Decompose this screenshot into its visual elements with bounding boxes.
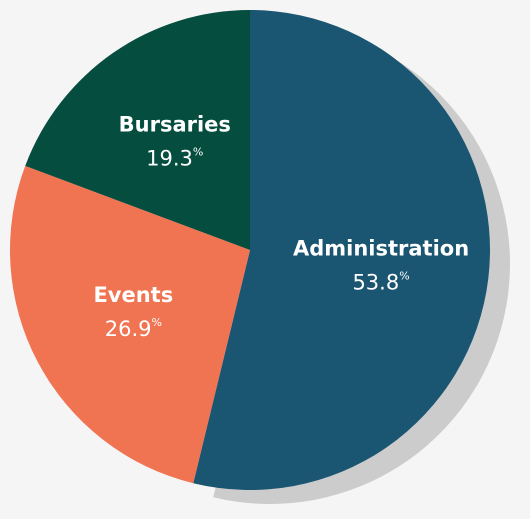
value-unit: %	[193, 146, 203, 159]
slice-layer	[9, 10, 490, 490]
slice-value: 26.9%	[105, 316, 162, 341]
slice-value: 19.3%	[146, 146, 203, 171]
value-number: 53.8	[352, 271, 399, 295]
slice-value: 53.8%	[352, 270, 409, 295]
value-number: 26.9	[105, 317, 152, 341]
slice	[193, 10, 490, 490]
label-layer: Administration 53.8% Events 26.9% Bursaries 1…	[93, 113, 469, 341]
value-unit: %	[399, 270, 409, 283]
value-number: 19.3	[146, 147, 193, 171]
slice	[25, 10, 250, 250]
value-unit: %	[151, 316, 161, 329]
slice-name: Administration	[293, 237, 469, 261]
slice-name: Events	[93, 283, 173, 307]
slice	[9, 165, 250, 484]
slice-name: Bursaries	[119, 113, 231, 137]
